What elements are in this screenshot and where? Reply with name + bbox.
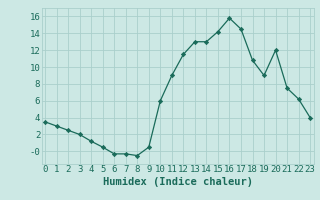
X-axis label: Humidex (Indice chaleur): Humidex (Indice chaleur) (103, 177, 252, 187)
